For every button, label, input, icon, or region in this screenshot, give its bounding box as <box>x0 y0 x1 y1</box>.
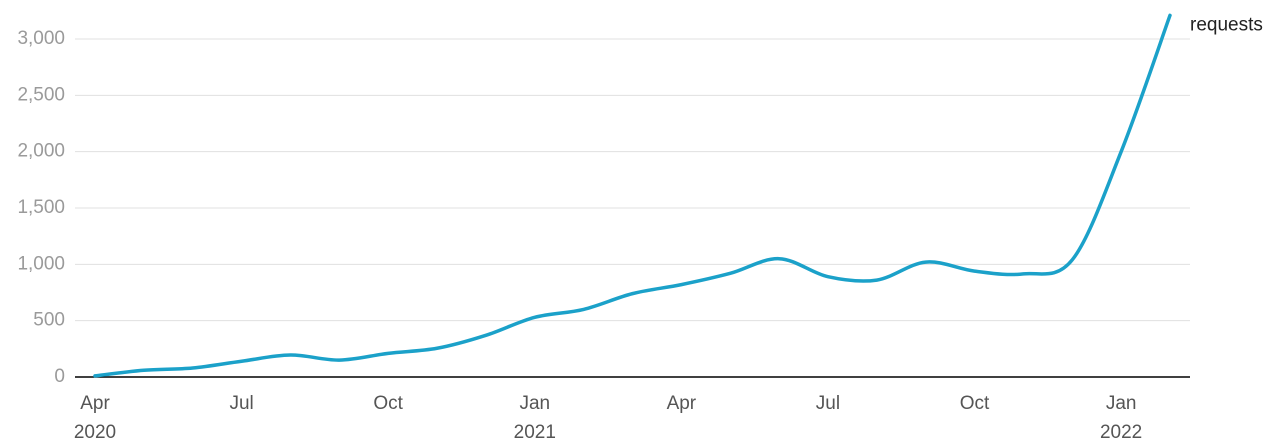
y-tick-label: 500 <box>33 310 65 331</box>
x-tick-label: Apr <box>80 393 110 414</box>
x-tick-label: Apr <box>667 393 697 414</box>
x-tick-label: Jan <box>1106 393 1137 414</box>
y-tick-label: 0 <box>54 366 65 387</box>
x-year-label: 2020 <box>74 422 116 443</box>
series-label: requests <box>1190 14 1263 35</box>
x-tick-label: Jul <box>816 393 840 414</box>
x-year-label: 2022 <box>1100 422 1142 443</box>
x-tick-label: Oct <box>373 393 403 414</box>
x-tick-label: Jan <box>519 393 550 414</box>
line <box>93 13 1172 378</box>
x-year-label: 2021 <box>514 422 556 443</box>
y-tick-label: 2,500 <box>17 84 65 105</box>
y-tick-label: 2,000 <box>17 141 65 162</box>
x-tick-label: Jul <box>229 393 253 414</box>
y-tick-label: 3,000 <box>17 28 65 49</box>
x-tick-label: Oct <box>960 393 990 414</box>
y-tick-label: 1,000 <box>17 253 65 274</box>
y-tick-label: 1,500 <box>17 197 65 218</box>
